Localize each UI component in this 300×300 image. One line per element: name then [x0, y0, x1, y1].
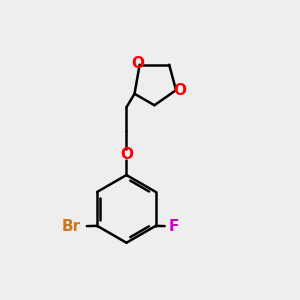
Text: O: O	[173, 83, 186, 98]
Text: F: F	[169, 219, 179, 234]
Text: O: O	[131, 56, 144, 71]
Text: O: O	[120, 147, 133, 162]
Text: Br: Br	[62, 219, 81, 234]
